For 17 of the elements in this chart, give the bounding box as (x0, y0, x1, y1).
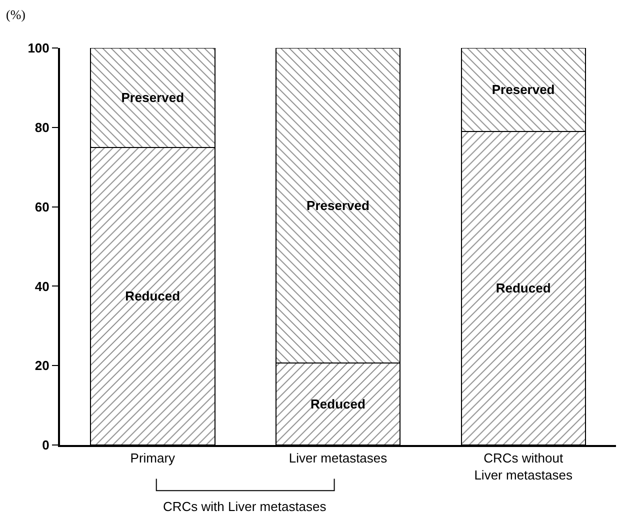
text: Preserved (492, 82, 555, 98)
x-tick-label: CRCs without Liver metastases (474, 450, 573, 482)
y-tick-label: 20 (34, 358, 50, 374)
text: Reduced (125, 288, 180, 304)
y-axis-title: (%) (6, 7, 26, 22)
series-label: Reduced (310, 396, 366, 412)
series-label: Preserved (121, 90, 184, 106)
y-tick-label: 40 (34, 278, 50, 294)
text: Reduced (496, 280, 551, 296)
y-tick-label: 80 (34, 120, 50, 135)
text: Preserved (306, 198, 370, 214)
y-tick-label: 100 (28, 40, 50, 56)
x-tick-label: Liver metastases (288, 450, 388, 466)
y-tick-label: 60 (34, 199, 50, 214)
y-tick-label: 0 (42, 438, 50, 453)
x-tick-label: Primary (130, 450, 176, 466)
text: CRCs with Liver metastases (163, 499, 327, 514)
